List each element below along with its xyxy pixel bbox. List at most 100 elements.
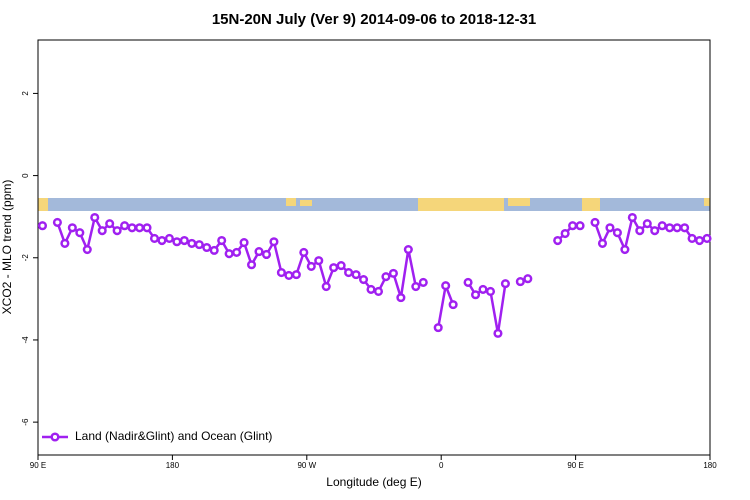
point — [217, 235, 227, 246]
point — [358, 274, 369, 285]
point — [396, 293, 406, 303]
point — [403, 245, 413, 255]
point — [37, 221, 48, 231]
point — [485, 286, 496, 297]
y-axis-label: XCO2 - MLO trend (ppm) — [0, 180, 14, 315]
point — [665, 223, 675, 233]
point — [418, 277, 428, 287]
point — [441, 281, 451, 291]
point — [463, 277, 473, 287]
point — [172, 237, 182, 247]
point — [67, 223, 77, 233]
legend-label: Land (Nadir&Glint) and Ocean (Glint) — [75, 429, 272, 443]
point — [702, 233, 712, 244]
point — [500, 279, 510, 289]
point — [112, 226, 122, 236]
point — [82, 245, 92, 255]
point — [642, 219, 652, 229]
point — [224, 249, 234, 259]
plot-frame — [37, 39, 711, 456]
point — [157, 235, 167, 246]
point — [127, 223, 137, 233]
point — [553, 235, 563, 246]
point — [149, 233, 160, 244]
point — [179, 235, 189, 246]
point — [470, 290, 481, 300]
point — [336, 261, 346, 271]
point — [605, 223, 615, 233]
point — [246, 260, 257, 270]
point — [366, 284, 376, 294]
x-tick-label: 180 — [703, 461, 717, 470]
map-strip — [38, 198, 710, 211]
point — [209, 245, 219, 255]
point — [448, 300, 458, 310]
point — [680, 223, 690, 233]
legend-marker — [50, 432, 60, 442]
point — [388, 268, 398, 278]
x-axis-label: Longitude (deg E) — [326, 475, 421, 489]
point — [612, 228, 622, 238]
point — [478, 284, 488, 294]
point — [90, 212, 100, 223]
y-tick-label: -2 — [21, 254, 30, 262]
point — [373, 286, 384, 297]
point — [142, 223, 152, 233]
point — [52, 217, 62, 227]
point — [597, 238, 608, 248]
point — [568, 221, 578, 231]
point — [433, 323, 443, 333]
point — [575, 221, 585, 231]
x-tick-label: 90 E — [567, 461, 583, 470]
point — [239, 238, 249, 248]
point — [276, 268, 286, 278]
point — [590, 217, 600, 227]
point — [314, 256, 324, 266]
point — [134, 223, 145, 233]
y-tick-label: 2 — [21, 91, 30, 96]
point — [329, 263, 339, 273]
point — [60, 238, 70, 248]
y-tick-label: -4 — [21, 336, 30, 344]
point — [164, 233, 174, 244]
point — [269, 237, 279, 247]
point — [351, 270, 361, 280]
point — [291, 270, 301, 280]
point — [194, 240, 204, 250]
point — [232, 247, 242, 257]
x-tick-label: 180 — [166, 461, 180, 470]
point — [261, 249, 272, 260]
x-tick-label: 0 — [439, 461, 444, 470]
y-tick-label: -6 — [21, 418, 30, 426]
point — [620, 245, 630, 255]
point — [105, 219, 115, 229]
point — [202, 242, 212, 253]
point — [411, 281, 421, 292]
point — [523, 274, 533, 284]
point — [627, 212, 637, 223]
point — [299, 247, 309, 257]
point — [560, 228, 570, 239]
point — [75, 228, 85, 238]
y-tick-label: 0 — [21, 173, 30, 178]
x-tick-label: 90 W — [297, 461, 316, 470]
point — [493, 328, 503, 338]
point — [306, 261, 316, 271]
point — [672, 223, 682, 233]
point — [694, 235, 705, 246]
point — [650, 226, 660, 236]
point — [344, 268, 354, 278]
point — [635, 226, 645, 236]
point — [381, 272, 391, 282]
point — [187, 238, 197, 248]
point — [515, 277, 525, 287]
chart-title: 15N-20N July (Ver 9) 2014-09-06 to 2018-… — [212, 11, 536, 28]
point — [657, 221, 667, 231]
x-tick-label: 90 E — [30, 461, 46, 470]
point — [120, 221, 130, 231]
point — [687, 233, 697, 244]
point — [254, 247, 264, 257]
point — [321, 281, 331, 292]
point — [97, 226, 107, 236]
